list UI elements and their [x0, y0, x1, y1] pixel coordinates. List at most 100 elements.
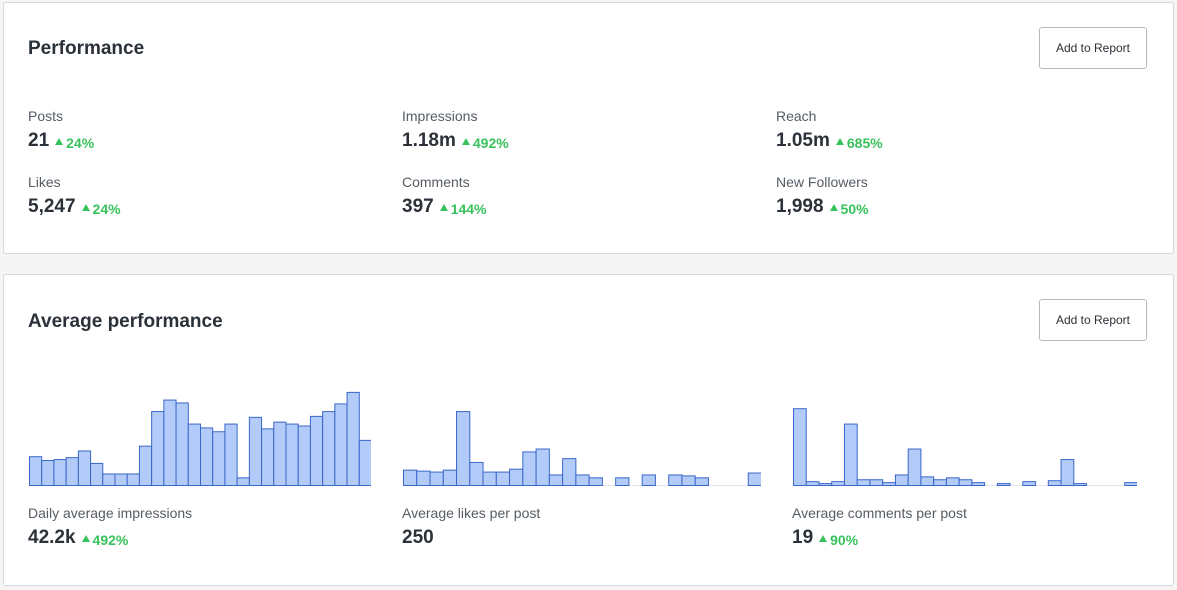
- impressions-bar: [334, 403, 348, 486]
- metric-value: 5,247: [28, 196, 76, 217]
- metric-change: 24%: [55, 135, 94, 151]
- impressions-bar: [90, 462, 104, 486]
- impressions-bar: [309, 415, 324, 487]
- up-arrow-icon: [81, 204, 90, 211]
- metric-daily-average-impressions: Daily average impressions 42.2k 492%: [28, 505, 192, 549]
- comments-bar: [945, 477, 960, 486]
- comments-bar: [818, 483, 833, 487]
- impressions-bar: [261, 428, 275, 486]
- comments-bar: [907, 448, 922, 486]
- likes-chart-svg: [403, 411, 761, 487]
- metric-value: 250: [402, 527, 434, 548]
- impressions-bar: [224, 423, 238, 486]
- likes-bar: [615, 477, 630, 486]
- likes-bar: [588, 477, 603, 486]
- likes-bar: [548, 474, 564, 487]
- comments-bar: [1060, 459, 1075, 487]
- up-arrow-icon: [461, 138, 470, 145]
- likes-bar: [747, 472, 761, 486]
- comments-bar: [996, 483, 1011, 487]
- impressions-bar-chart: [29, 387, 371, 487]
- metric-likes: Likes 5,247 24%: [28, 174, 121, 218]
- impressions-bar: [41, 460, 55, 486]
- change-percent: 50%: [840, 200, 869, 217]
- impressions-bar: [151, 411, 165, 486]
- metric-new-followers: New Followers 1,998 50%: [776, 174, 869, 218]
- likes-bar: [456, 411, 471, 486]
- impressions-bar: [175, 402, 189, 486]
- metric-label: Impressions: [402, 108, 478, 124]
- comments-bar: [805, 481, 820, 487]
- comments-bar: [882, 482, 896, 487]
- likes-bar: [482, 471, 497, 486]
- likes-bar: [694, 477, 709, 486]
- impressions-bar: [297, 425, 311, 486]
- likes-bar: [469, 461, 484, 486]
- likes-bar-chart: [403, 387, 761, 487]
- performance-card: Performance Add to Report Posts 21 24% I…: [3, 2, 1174, 254]
- average-add-to-report-button[interactable]: Add to Report: [1039, 299, 1147, 341]
- metric-reach: Reach 1.05m 685%: [776, 108, 883, 152]
- impressions-bar: [212, 431, 226, 486]
- likes-bar: [403, 469, 418, 486]
- change-percent: 144%: [450, 200, 487, 217]
- comments-bar: [843, 423, 858, 486]
- impressions-bar: [200, 427, 214, 486]
- likes-bar: [681, 475, 696, 487]
- impressions-bar: [102, 473, 116, 487]
- performance-add-to-report-button[interactable]: Add to Report: [1039, 27, 1147, 69]
- metric-label: New Followers: [776, 174, 868, 190]
- impressions-bar: [77, 450, 92, 486]
- impressions-bar: [285, 423, 299, 486]
- comments-bar: [869, 479, 884, 486]
- metric-change: 50%: [829, 200, 869, 217]
- comments-bar: [793, 408, 807, 487]
- metric-value: 397: [402, 196, 434, 217]
- likes-bar: [535, 448, 550, 486]
- comments-bar: [856, 479, 871, 486]
- up-arrow-icon: [81, 535, 90, 542]
- comments-bar: [1047, 480, 1062, 486]
- likes-bar: [509, 468, 524, 486]
- impressions-bar: [187, 423, 201, 486]
- change-percent: 90%: [830, 531, 859, 548]
- comments-bar: [933, 479, 947, 486]
- metric-average-comments-per-post: Average comments per post 19 90%: [792, 505, 967, 549]
- average-performance-card: Average performance Add to Report Daily …: [3, 274, 1174, 586]
- metric-change: 685%: [835, 134, 883, 151]
- metric-change: 492%: [81, 531, 129, 548]
- metric-label: Average likes per post: [402, 505, 541, 521]
- change-percent: 24%: [66, 134, 95, 151]
- metric-value: 1.18m: [402, 130, 456, 151]
- up-arrow-icon: [819, 535, 828, 542]
- metric-label: Daily average impressions: [28, 505, 193, 521]
- metric-label: Average comments per post: [792, 505, 967, 521]
- likes-bar: [522, 451, 537, 486]
- metric-label: Comments: [402, 174, 470, 190]
- metric-label: Likes: [28, 174, 61, 190]
- likes-bar: [495, 471, 511, 486]
- performance-title: Performance: [28, 38, 145, 59]
- metric-comments: Comments 397 144%: [402, 174, 487, 218]
- metric-value: 21: [28, 130, 50, 151]
- change-percent: 685%: [846, 134, 883, 151]
- impressions-bar: [114, 473, 128, 487]
- metric-change: 144%: [439, 200, 487, 217]
- impressions-bar: [53, 459, 67, 487]
- likes-bar: [575, 474, 590, 487]
- impressions-bar: [138, 445, 153, 486]
- up-arrow-icon: [55, 138, 64, 145]
- likes-bar: [668, 474, 683, 487]
- comments-bar: [831, 481, 845, 487]
- metric-change: 90%: [819, 532, 858, 548]
- metric-value: 19: [792, 527, 814, 548]
- up-arrow-icon: [835, 138, 844, 145]
- average-performance-title: Average performance: [28, 311, 223, 332]
- metric-value: 42.2k: [28, 527, 76, 548]
- change-percent: 492%: [92, 531, 129, 548]
- comments-bar: [971, 482, 986, 487]
- comments-bar-chart: [793, 387, 1137, 487]
- up-arrow-icon: [439, 204, 448, 211]
- impressions-chart-svg: [29, 391, 371, 487]
- change-percent: 24%: [92, 200, 121, 217]
